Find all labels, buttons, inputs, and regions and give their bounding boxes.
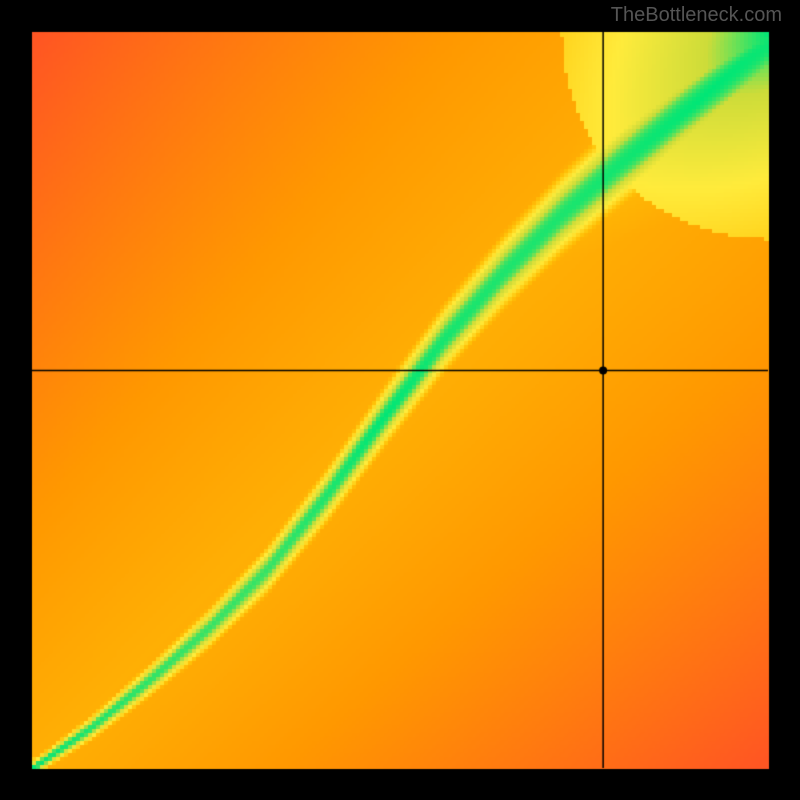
- chart-container: TheBottleneck.com: [0, 0, 800, 800]
- bottleneck-heatmap: [0, 0, 800, 800]
- watermark-text: TheBottleneck.com: [611, 4, 782, 27]
